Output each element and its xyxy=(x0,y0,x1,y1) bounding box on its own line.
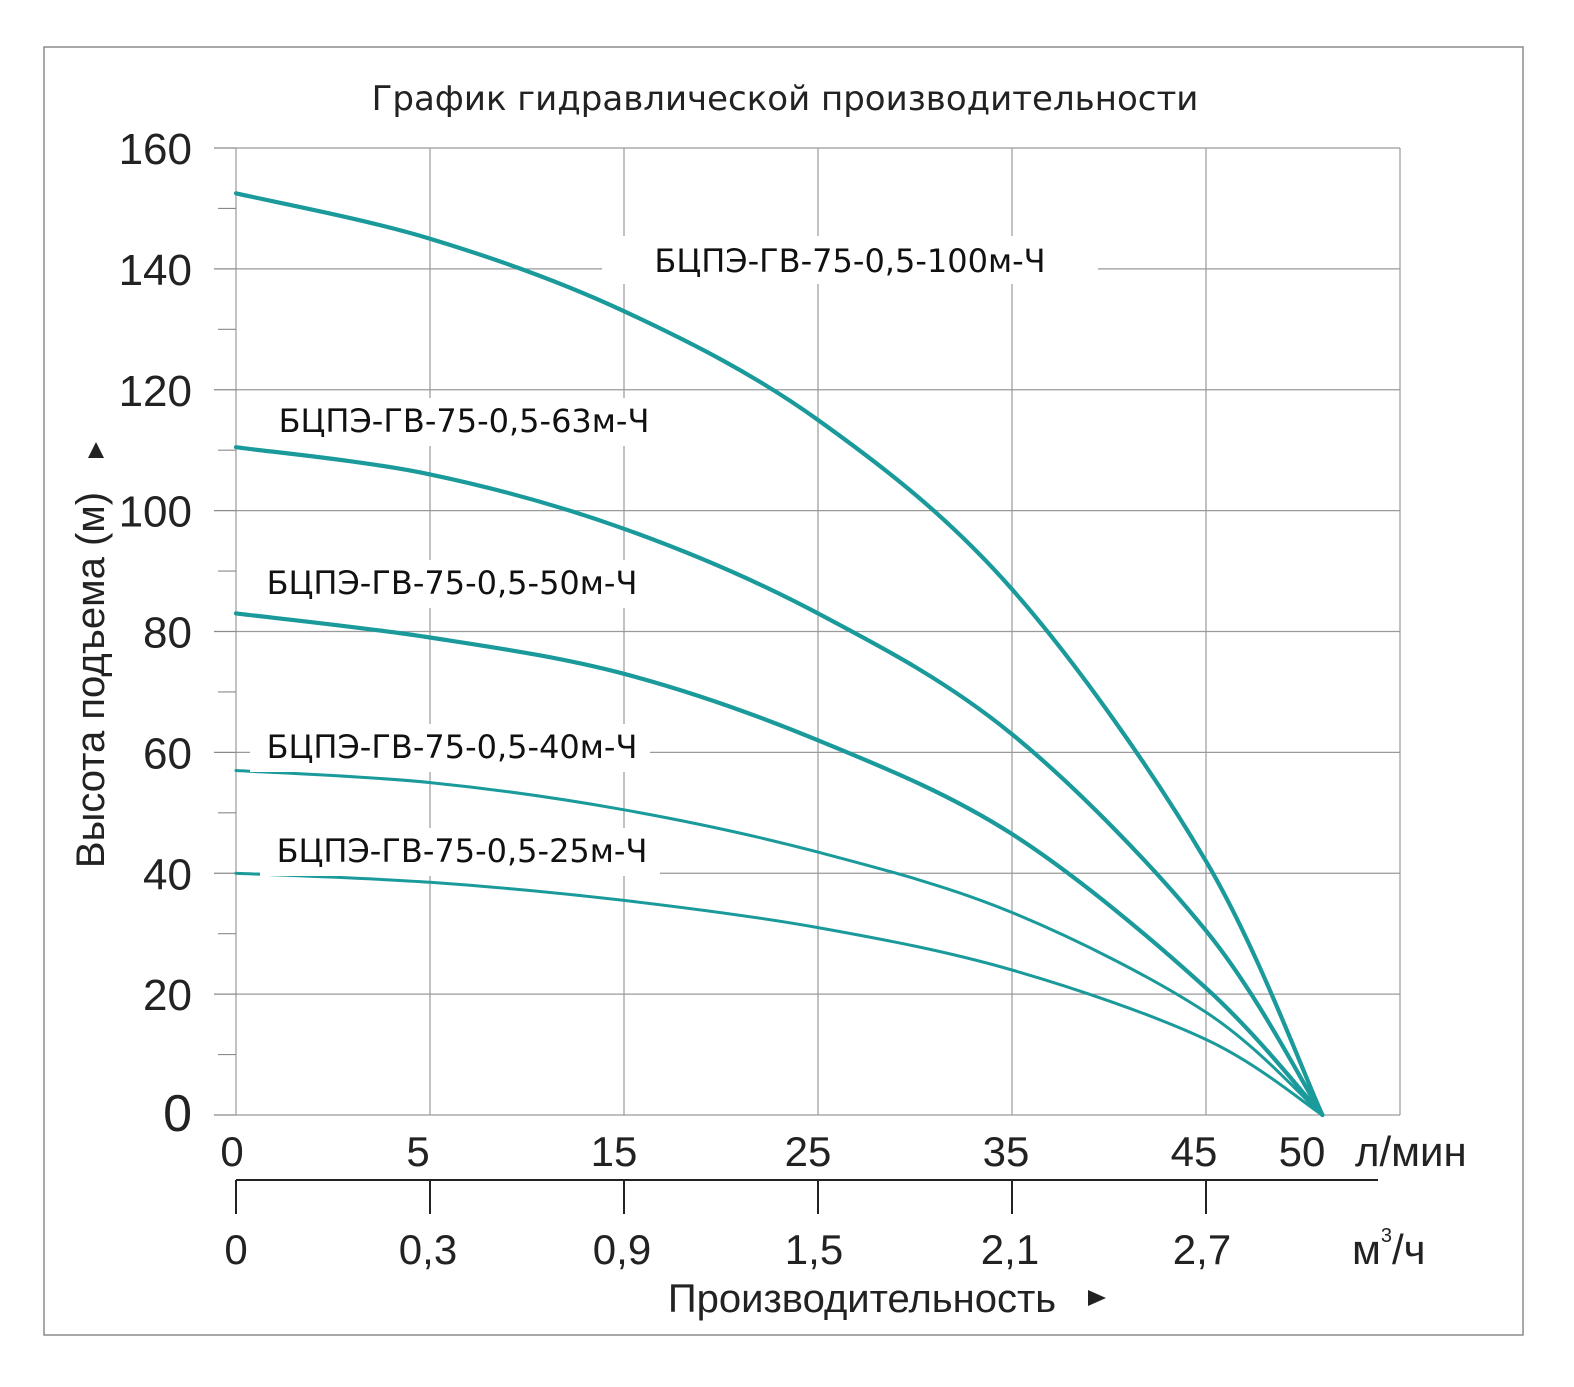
x-tick-label-lmin: 50 xyxy=(1279,1128,1326,1175)
x-tick-label-m3h: 2,7 xyxy=(1173,1226,1231,1273)
y-tick-label: 0 xyxy=(163,1085,192,1143)
series-label-5: БЦПЭ-ГВ-75-0,5-25м-Ч xyxy=(277,832,648,870)
x-unit-m3h-sup: 3 xyxy=(1381,1225,1392,1247)
y-tick-label: 20 xyxy=(143,971,192,1020)
chart-title: График гидравлической производительности xyxy=(372,79,1199,119)
y-axis-label-group: Высота подъема (м) xyxy=(69,492,113,868)
series-curves xyxy=(233,191,1325,1118)
series-labels: БЦПЭ-ГВ-75-0,5-100м-Ч БЦПЭ-ГВ-75-0,5-63м-… xyxy=(250,236,1098,876)
x-tick-label-m3h: 0 xyxy=(224,1226,247,1273)
y-tick-label: 120 xyxy=(119,367,192,416)
series-curve-4 xyxy=(234,769,1324,1117)
y-tick-label: 160 xyxy=(119,125,192,174)
y-tick-label: 60 xyxy=(143,729,192,778)
x-tick-label-m3h: 0,9 xyxy=(593,1226,651,1273)
x-axis-label: Производительность xyxy=(668,1277,1056,1321)
series-label-4: БЦПЭ-ГВ-75-0,5-40м-Ч xyxy=(267,728,638,766)
y-tick-label: 40 xyxy=(143,850,192,899)
x-tick-label-lmin: 45 xyxy=(1171,1128,1218,1175)
y-tick-label: 140 xyxy=(119,246,192,295)
x-tick-label-lmin: 35 xyxy=(983,1128,1030,1175)
x-tick-label-lmin: 5 xyxy=(406,1128,429,1175)
y-axis-label: Высота подъема (м) xyxy=(69,492,113,868)
series-label-2: БЦПЭ-ГВ-75-0,5-63м-Ч xyxy=(279,402,650,440)
y-tick-label: 80 xyxy=(143,609,192,658)
series-label-3: БЦПЭ-ГВ-75-0,5-50м-Ч xyxy=(267,564,638,602)
x-axis-arrow-icon xyxy=(1088,1290,1106,1306)
x-axis-m3h: 0 0,3 0,9 1,5 2,1 2,7 xyxy=(224,1179,1378,1273)
x-tick-label-m3h: 2,1 xyxy=(981,1226,1039,1273)
x-unit-m3h: м3/ч xyxy=(1352,1225,1426,1273)
series-label-1: БЦПЭ-ГВ-75-0,5-100м-Ч xyxy=(654,242,1045,280)
series-curve-2 xyxy=(233,445,1325,1118)
y-tick-label: 100 xyxy=(119,488,192,537)
series-curve-5 xyxy=(234,871,1324,1117)
series-label-bg xyxy=(260,828,660,876)
series-curve-1 xyxy=(233,191,1325,1118)
series-label-bg xyxy=(250,724,650,772)
x-unit-m3h-tail: /ч xyxy=(1392,1226,1426,1273)
x-tick-label-m3h: 1,5 xyxy=(785,1226,843,1273)
x-tick-label-lmin: 15 xyxy=(591,1128,638,1175)
series-label-bg xyxy=(250,560,650,608)
series-label-bg xyxy=(602,236,1098,284)
x-tick-label-m3h: 0,3 xyxy=(399,1226,457,1273)
x-axis-lmin: 0 5 15 25 35 45 50 xyxy=(220,1128,1325,1175)
y-axis: 0 20 40 60 80 100 120 140 160 xyxy=(119,125,236,1143)
x-unit-m3h-base: м xyxy=(1352,1226,1381,1273)
x-unit-lmin: л/мин xyxy=(1355,1128,1467,1175)
series-label-bg xyxy=(262,398,662,446)
series-curve-3 xyxy=(233,611,1325,1118)
x-tick-label-lmin: 25 xyxy=(785,1128,832,1175)
y-axis-arrow-icon xyxy=(88,442,104,458)
x-tick-label-lmin: 0 xyxy=(220,1128,243,1175)
